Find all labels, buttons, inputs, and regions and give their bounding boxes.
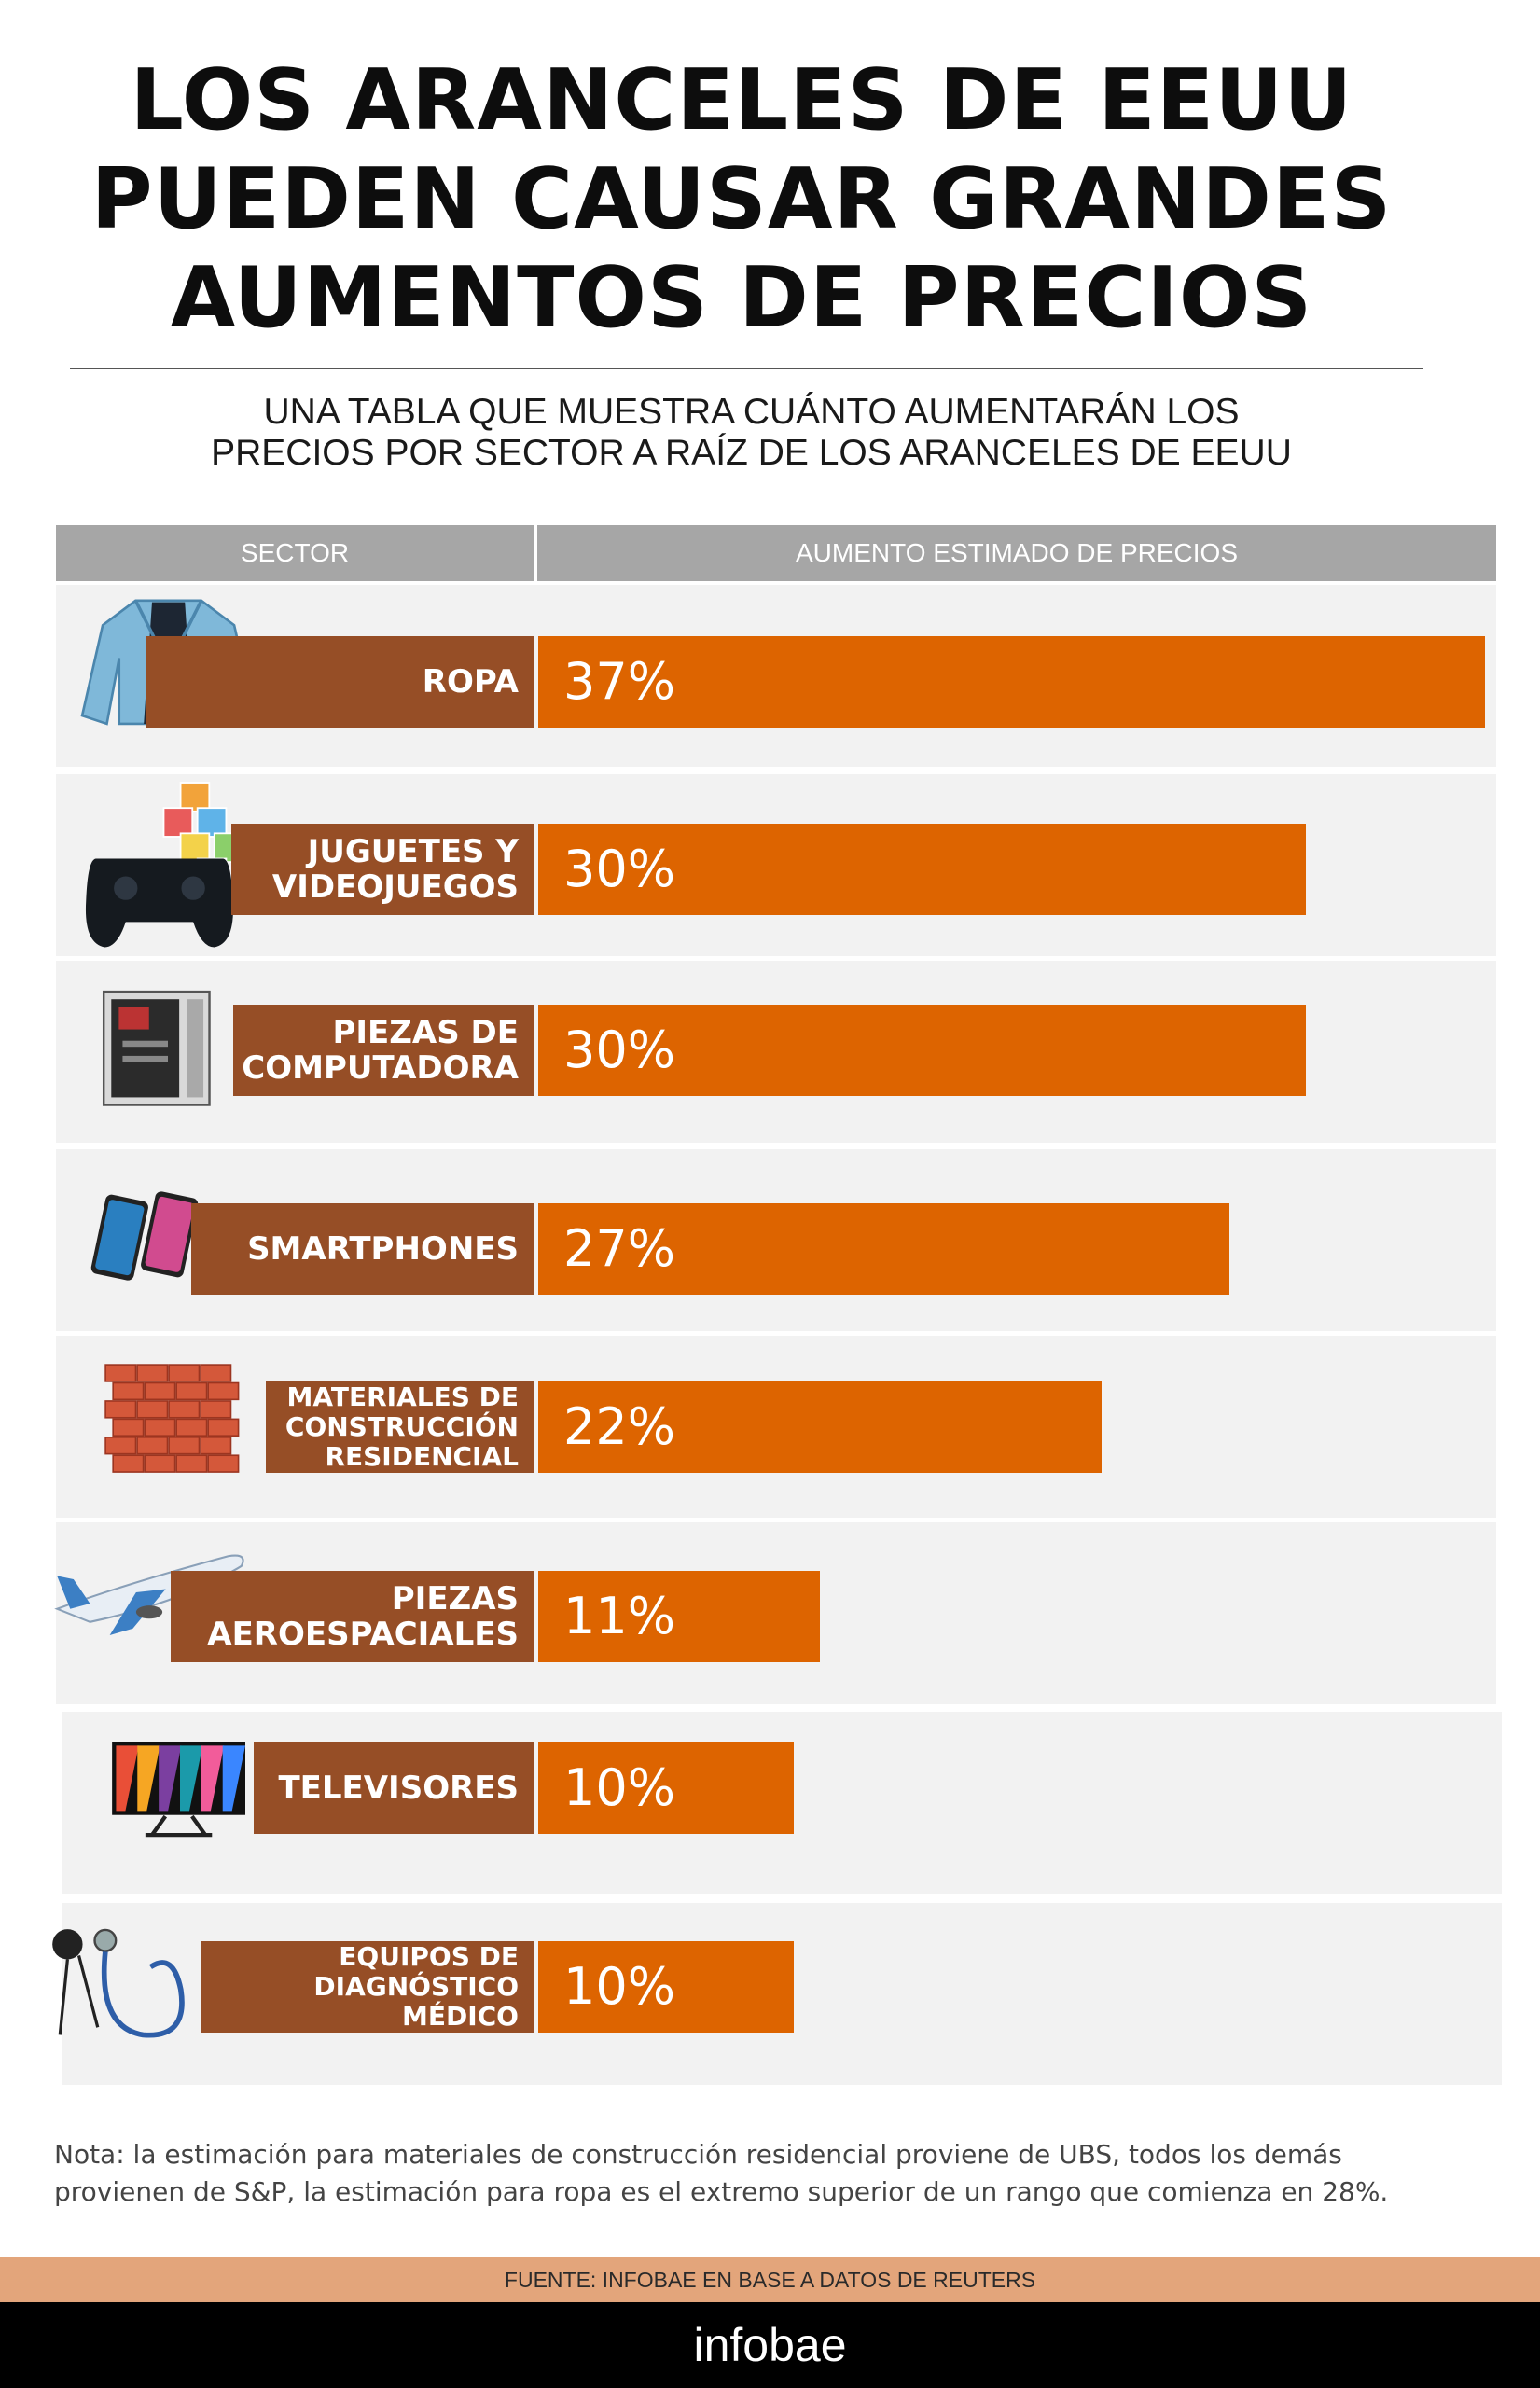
category-label: PIEZAS AEROESPACIALES [171, 1571, 534, 1662]
category-label-line: ROPA [422, 663, 519, 701]
category-label-line: JUGUETES Y [307, 833, 519, 870]
television-icon-graphic [112, 1742, 245, 1838]
bar-5 [538, 1381, 1102, 1473]
television-icon [73, 1735, 278, 1875]
category-label-text: EQUIPOS DE DIAGNÓSTICO MÉDICO [201, 1942, 519, 2032]
subtitle-line: UNA TABLA QUE MUESTRA CUÁNTO AUMENTARÁN … [263, 392, 1240, 432]
title-line: PUEDEN CAUSAR GRANDES [90, 150, 1393, 248]
category-label-text: SMARTPHONES [247, 1231, 519, 1267]
bricks-icon-graphic [104, 1364, 240, 1473]
bar-value-label: 10% [563, 1758, 676, 1817]
source-bar: FUENTE: INFOBAE EN BASE A DATOS DE REUTE… [0, 2257, 1540, 2302]
stethoscope-icon-graphic [52, 1928, 185, 2038]
smartphones-icon [61, 1185, 247, 1315]
category-label-line: AEROESPACIALES [207, 1616, 519, 1653]
category-label: SMARTPHONES [191, 1203, 534, 1295]
title-divider [70, 368, 1423, 369]
category-label: PIEZAS DE COMPUTADORA [233, 1005, 534, 1096]
brand-logo: infobae [693, 2319, 847, 2371]
category-label-line: MATERIALES DE [286, 1381, 520, 1412]
computer-tower-icon [89, 984, 247, 1143]
subtitle-line: PRECIOS POR SECTOR A RAÍZ DE LOS ARANCEL… [211, 433, 1292, 473]
footer [0, 2302, 1540, 2388]
title-line: AUMENTOS DE PRECIOS [170, 249, 1313, 347]
bricks-icon [93, 1357, 261, 1516]
chart-title: LOS ARANCELES DE EEUU PUEDEN CAUSAR GRAN… [56, 51, 1427, 348]
category-label-text: PIEZAS AEROESPACIALES [207, 1581, 519, 1652]
chart-subtitle: UNA TABLA QUE MUESTRA CUÁNTO AUMENTARÁN … [112, 392, 1391, 474]
column-header-sector: SECTOR [56, 525, 534, 581]
gamepad-and-blocks-icon-graphic [85, 782, 244, 948]
category-label-line: SMARTPHONES [247, 1230, 519, 1268]
bar-1 [538, 636, 1485, 728]
smartphones-icon-graphic [90, 1191, 199, 1281]
category-label: ROPA [146, 636, 534, 728]
chart-note: Nota: la estimación para materiales de c… [54, 2136, 1491, 2211]
title-line: LOS ARANCELES DE EEUU [130, 51, 1353, 149]
bar-value-label: 30% [563, 1020, 676, 1079]
category-label-line: PIEZAS [391, 1580, 519, 1617]
category-label-line: PIEZAS DE [332, 1014, 519, 1051]
bar-value-label: 10% [563, 1957, 676, 2016]
category-label-text: JUGUETES Y VIDEOJUEGOS [272, 834, 519, 905]
category-label-line: VIDEOJUEGOS [271, 868, 519, 906]
category-label-text: PIEZAS DE COMPUTADORA [242, 1015, 519, 1086]
category-label-text: MATERIALES DE CONSTRUCCIÓN RESIDENCIAL [285, 1382, 519, 1472]
category-label-line: COMPUTADORA [242, 1049, 519, 1087]
bar-4 [538, 1203, 1229, 1295]
category-label-line: RESIDENCIAL [325, 1441, 519, 1472]
note-line: provienen de S&P, la estimación para rop… [54, 2176, 1389, 2207]
bar-value-label: 11% [563, 1587, 676, 1645]
bar-8 [538, 1941, 795, 2033]
column-header-increase: AUMENTO ESTIMADO DE PRECIOS [537, 525, 1496, 581]
category-label-line: DIAGNÓSTICO MÉDICO [313, 1971, 519, 2032]
category-label-line: CONSTRUCCIÓN [284, 1411, 519, 1442]
category-label: MATERIALES DE CONSTRUCCIÓN RESIDENCIAL [266, 1381, 534, 1473]
computer-tower-icon-graphic [102, 990, 211, 1106]
bar-6 [538, 1571, 820, 1662]
category-label-text: ROPA [423, 664, 519, 700]
stethoscope-icon [19, 1922, 215, 2080]
bar-value-label: 37% [563, 652, 676, 711]
bar-value-label: 22% [563, 1397, 676, 1456]
bar-3 [538, 1005, 1306, 1096]
category-label: JUGUETES Y VIDEOJUEGOS [231, 824, 534, 915]
category-label-line: EQUIPOS DE [339, 1941, 519, 1972]
bar-2 [538, 824, 1306, 915]
bar-7 [538, 1742, 795, 1834]
category-label: TELEVISORES [254, 1742, 534, 1834]
category-label: EQUIPOS DE DIAGNÓSTICO MÉDICO [201, 1941, 534, 2033]
category-label-text: TELEVISORES [278, 1770, 519, 1806]
category-label-line: TELEVISORES [278, 1770, 519, 1807]
bar-value-label: 27% [563, 1219, 676, 1278]
note-line: Nota: la estimación para materiales de c… [54, 2139, 1342, 2170]
gamepad-and-blocks-icon [56, 774, 280, 951]
bar-value-label: 30% [563, 840, 676, 898]
